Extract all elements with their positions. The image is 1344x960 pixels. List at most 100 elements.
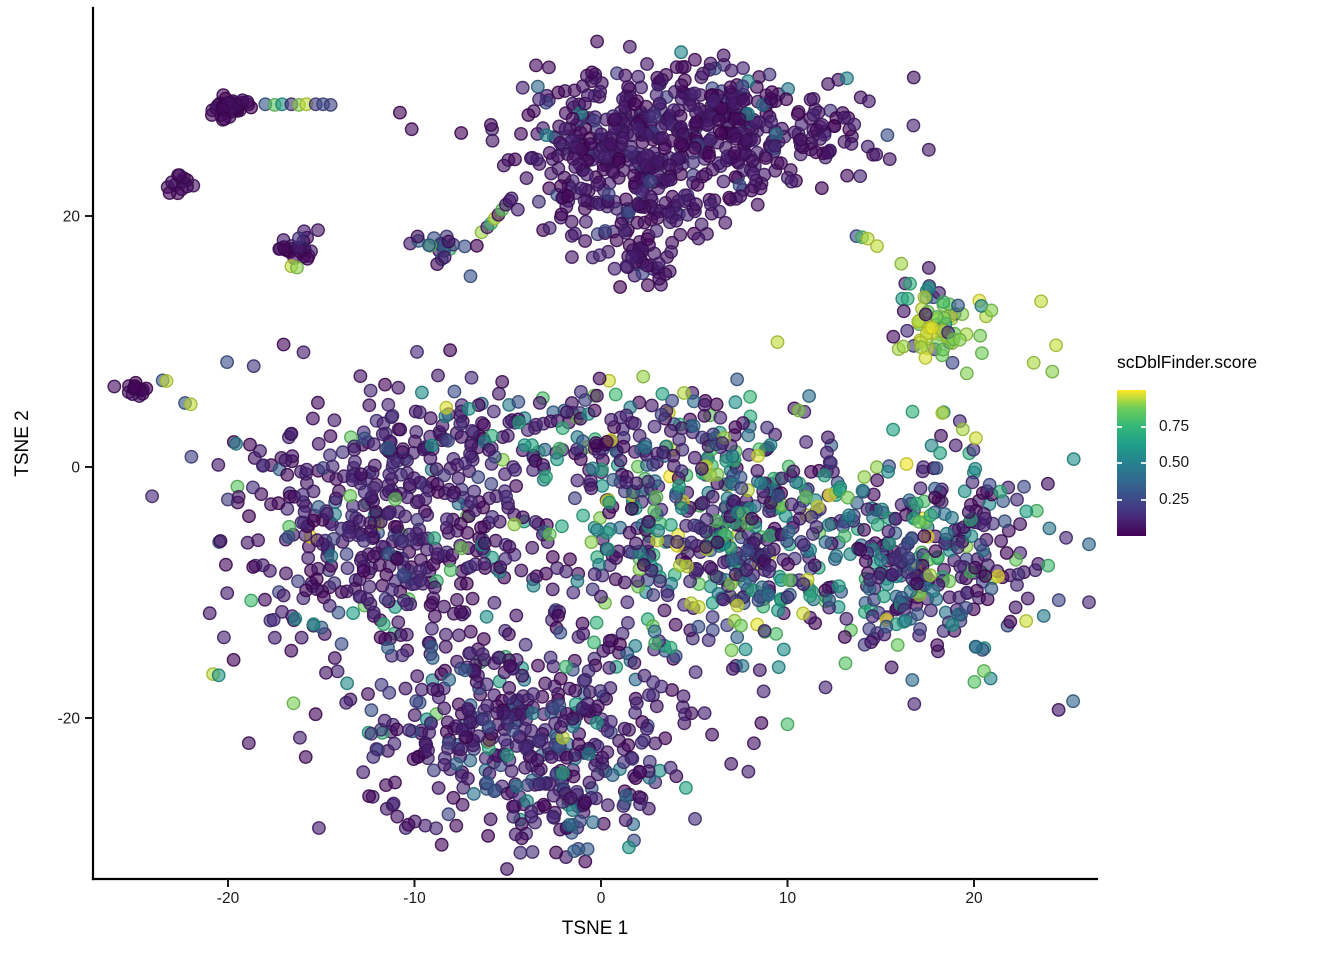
data-point <box>286 696 301 711</box>
data-point <box>1051 703 1066 717</box>
data-point <box>735 79 750 94</box>
data-point <box>530 79 545 94</box>
data-point <box>463 624 478 639</box>
data-point <box>609 233 624 248</box>
data-point <box>870 239 884 254</box>
data-point <box>459 576 474 591</box>
data-point <box>449 757 464 771</box>
data-point <box>709 397 724 412</box>
data-point <box>310 395 325 410</box>
data-point <box>184 449 199 464</box>
data-point <box>757 624 772 638</box>
data-point <box>630 215 645 230</box>
data-point <box>926 584 941 598</box>
data-point <box>631 573 645 588</box>
data-point <box>991 569 1005 584</box>
data-point <box>410 669 425 683</box>
data-point <box>469 238 484 253</box>
data-point <box>796 577 811 591</box>
data-point <box>640 278 655 293</box>
data-point <box>913 481 928 496</box>
data-point <box>757 167 772 182</box>
data-point <box>746 166 761 181</box>
data-point <box>1026 355 1041 370</box>
data-point <box>793 132 808 147</box>
data-point <box>515 80 530 95</box>
data-point <box>570 574 585 588</box>
data-point <box>886 422 900 437</box>
data-point <box>745 153 760 168</box>
data-point <box>930 638 945 652</box>
data-point <box>563 552 577 567</box>
data-point <box>663 760 678 775</box>
data-point <box>847 117 862 132</box>
data-point <box>401 817 416 832</box>
data-point <box>580 167 594 182</box>
data-point <box>1003 614 1018 629</box>
data-point <box>183 397 198 412</box>
data-point <box>797 538 811 552</box>
x-tick-label: -10 <box>403 890 426 907</box>
data-point <box>560 405 574 419</box>
data-point <box>613 453 628 468</box>
data-point <box>640 258 654 273</box>
data-point <box>894 256 909 271</box>
data-point <box>898 613 913 628</box>
data-point <box>508 827 523 842</box>
data-point <box>921 260 936 275</box>
data-point <box>952 332 967 347</box>
data-point <box>127 380 142 394</box>
data-point <box>327 413 342 428</box>
data-point <box>853 542 868 557</box>
data-point <box>806 108 821 122</box>
data-point <box>592 371 607 386</box>
data-point <box>933 446 947 460</box>
data-point <box>633 765 648 780</box>
data-point <box>356 564 371 578</box>
data-point <box>736 61 750 75</box>
data-point <box>784 174 799 189</box>
data-point <box>509 779 524 793</box>
data-point <box>888 550 902 565</box>
data-point <box>396 593 411 608</box>
data-point <box>600 723 615 738</box>
data-point <box>521 423 535 437</box>
data-point <box>581 747 596 761</box>
data-point <box>618 813 633 827</box>
data-point <box>724 643 739 658</box>
data-point <box>565 711 580 726</box>
data-point <box>220 355 235 369</box>
data-point <box>1019 504 1034 519</box>
data-point <box>437 701 452 716</box>
data-point <box>412 405 427 420</box>
data-point <box>576 434 590 449</box>
data-point <box>290 260 304 275</box>
data-point <box>353 369 368 383</box>
data-point <box>732 112 747 126</box>
data-point <box>393 422 408 437</box>
data-point <box>481 443 496 457</box>
colorbar-tick-label: 0.75 <box>1159 417 1190 435</box>
data-point <box>865 609 880 624</box>
data-point <box>820 145 835 160</box>
data-point <box>426 682 440 696</box>
data-point <box>424 716 438 730</box>
data-point <box>869 147 884 162</box>
data-point <box>984 581 999 596</box>
data-point <box>655 386 670 401</box>
colorbar-tick-label: 0.50 <box>1159 454 1190 471</box>
data-point <box>589 436 603 450</box>
data-point <box>900 323 915 338</box>
data-point <box>768 138 782 153</box>
data-point <box>466 787 481 801</box>
data-point <box>241 736 256 750</box>
data-point <box>576 626 591 641</box>
data-point <box>747 736 761 751</box>
data-point <box>578 393 593 407</box>
data-point <box>779 92 794 107</box>
data-point <box>586 815 600 830</box>
data-point <box>441 234 456 249</box>
data-point <box>688 665 703 679</box>
data-point <box>424 438 439 453</box>
data-point <box>246 359 261 373</box>
